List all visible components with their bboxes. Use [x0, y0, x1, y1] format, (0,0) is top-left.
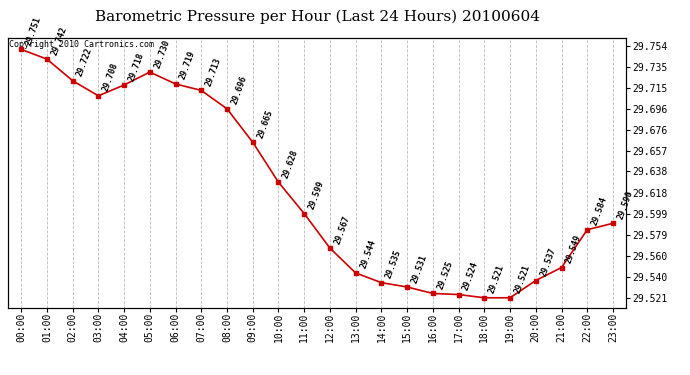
Text: 29.521: 29.521	[487, 264, 506, 295]
Text: 29.521: 29.521	[513, 264, 531, 295]
Text: Barometric Pressure per Hour (Last 24 Hours) 20100604: Barometric Pressure per Hour (Last 24 Ho…	[95, 9, 540, 24]
Text: 29.525: 29.525	[435, 260, 454, 291]
Text: 29.742: 29.742	[50, 25, 68, 56]
Text: 29.549: 29.549	[564, 234, 583, 265]
Text: 29.544: 29.544	[358, 239, 377, 270]
Text: 29.567: 29.567	[333, 214, 351, 245]
Text: 29.751: 29.751	[24, 15, 43, 46]
Text: 29.713: 29.713	[204, 56, 223, 88]
Text: 29.719: 29.719	[178, 50, 197, 81]
Text: 29.665: 29.665	[255, 108, 274, 140]
Text: 29.730: 29.730	[152, 38, 171, 69]
Text: 29.590: 29.590	[615, 189, 635, 220]
Text: 29.696: 29.696	[230, 75, 248, 106]
Text: 29.708: 29.708	[101, 62, 120, 93]
Text: 29.535: 29.535	[384, 249, 403, 280]
Text: 29.722: 29.722	[75, 46, 94, 78]
Text: 29.524: 29.524	[462, 261, 480, 292]
Text: Copyright 2010 Cartronics.com: Copyright 2010 Cartronics.com	[9, 40, 154, 49]
Text: 29.531: 29.531	[410, 253, 428, 284]
Text: 29.537: 29.537	[539, 246, 558, 278]
Text: 29.584: 29.584	[590, 196, 609, 227]
Text: 29.628: 29.628	[282, 148, 300, 180]
Text: 29.718: 29.718	[127, 51, 146, 82]
Text: 29.599: 29.599	[307, 180, 326, 211]
